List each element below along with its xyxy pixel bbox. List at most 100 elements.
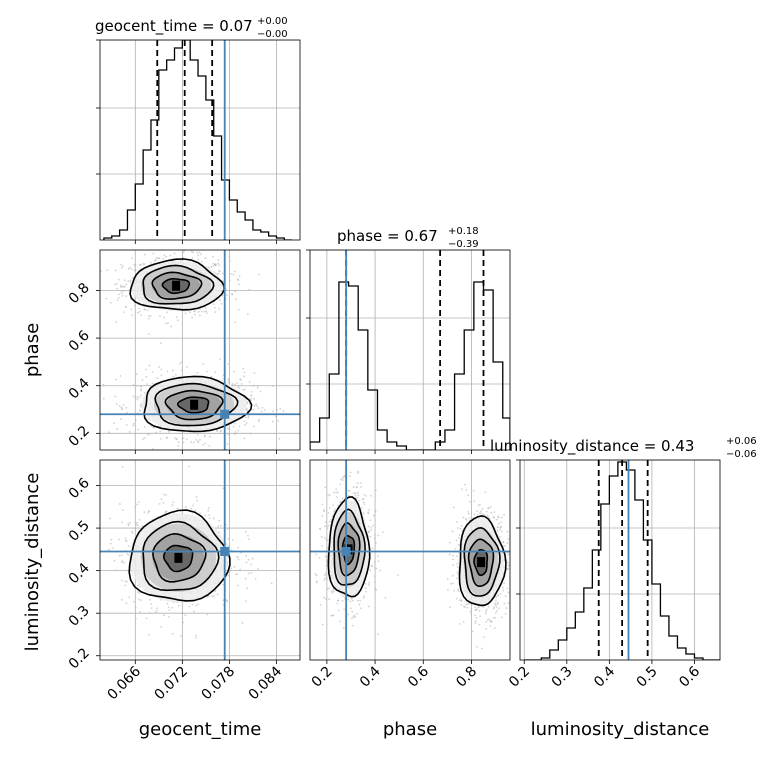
scatter-point — [453, 589, 455, 592]
scatter-point — [148, 333, 150, 336]
scatter-point — [256, 567, 259, 570]
scatter-point — [149, 612, 151, 614]
scatter-point — [214, 306, 216, 309]
scatter-point — [195, 604, 198, 607]
scatter-point — [244, 416, 247, 419]
scatter-point — [474, 620, 477, 623]
scatter-point — [240, 379, 243, 382]
scatter-point — [154, 611, 157, 614]
scatter-point — [176, 507, 179, 510]
y-tick-label: 0.2 — [66, 423, 93, 450]
scatter-point — [246, 402, 249, 405]
scatter-point — [339, 483, 342, 486]
scatter-point — [257, 420, 260, 423]
scatter-point — [184, 506, 187, 508]
x-tick-label: 0.084 — [246, 663, 286, 703]
scatter-point — [360, 607, 362, 610]
scatter-point — [204, 257, 207, 260]
scatter-point — [138, 592, 141, 594]
scatter-point — [336, 602, 339, 605]
scatter-point — [116, 298, 119, 301]
scatter-point — [159, 430, 162, 433]
scatter-point — [138, 585, 141, 588]
y-tick-label: 0.4 — [66, 375, 93, 402]
scatter-point — [134, 606, 137, 609]
scatter-point — [456, 527, 459, 529]
scatter-point — [458, 599, 461, 602]
scatter-point — [236, 573, 238, 576]
scatter-point — [129, 266, 131, 269]
scatter-point — [225, 294, 228, 296]
density-peak — [174, 552, 183, 563]
scatter-point — [163, 316, 165, 319]
scatter-point — [158, 502, 161, 505]
scatter-point — [210, 375, 213, 378]
y-tick-label: 0.6 — [66, 328, 93, 355]
scatter-point — [505, 607, 508, 610]
scatter-point — [227, 537, 230, 540]
scatter-point — [467, 512, 470, 515]
scatter-point — [485, 510, 488, 513]
scatter-point — [484, 610, 487, 613]
panel-scatter-phase-geocent_time: 0.20.40.60.8 — [66, 249, 301, 454]
scatter-point — [186, 366, 188, 368]
scatter-point — [370, 494, 373, 497]
scatter-point — [166, 602, 169, 605]
scatter-point — [321, 623, 324, 626]
scatter-point — [348, 475, 351, 478]
scatter-point — [342, 627, 345, 630]
panel-content — [100, 250, 300, 450]
scatter-point — [126, 411, 128, 414]
scatter-point — [144, 253, 146, 256]
scatter-point — [497, 601, 499, 604]
scatter-point — [196, 499, 199, 502]
scatter-point — [471, 630, 474, 633]
scatter-point — [485, 608, 488, 611]
scatter-point — [492, 616, 495, 619]
scatter-point — [207, 509, 210, 512]
scatter-point — [356, 612, 358, 615]
scatter-point — [371, 547, 374, 550]
scatter-point — [121, 285, 124, 288]
scatter-point — [137, 428, 139, 431]
scatter-point — [127, 280, 130, 283]
title-luminosity_distance-main: luminosity_distance = 0.43 — [490, 437, 694, 456]
scatter-point — [142, 438, 144, 440]
scatter-point — [481, 507, 484, 510]
scatter-point — [127, 545, 130, 548]
contour-line-1 — [142, 520, 220, 592]
scatter-point — [200, 260, 203, 263]
scatter-point — [196, 371, 199, 374]
panel-content — [310, 460, 510, 660]
scatter-point — [164, 511, 167, 514]
scatter-point — [326, 546, 329, 549]
scatter-point — [205, 310, 208, 312]
scatter-point — [134, 397, 137, 400]
y-axis-label-luminosity_distance: luminosity_distance — [22, 473, 43, 652]
scatter-point — [220, 303, 223, 305]
scatter-point — [133, 269, 136, 272]
scatter-point — [230, 273, 232, 275]
scatter-point — [469, 610, 472, 613]
scatter-point — [330, 614, 333, 617]
scatter-point — [327, 538, 330, 541]
scatter-point — [502, 541, 505, 544]
scatter-point — [507, 561, 509, 564]
scatter-point — [330, 518, 333, 521]
scatter-point — [452, 582, 454, 585]
scatter-point — [94, 534, 96, 536]
scatter-point — [160, 626, 163, 628]
scatter-point — [225, 543, 228, 546]
scatter-point — [208, 445, 211, 447]
scatter-point — [484, 491, 487, 494]
scatter-point — [174, 436, 176, 439]
scatter-point — [227, 381, 230, 383]
scatter-point — [504, 595, 507, 597]
scatter-point — [375, 567, 378, 570]
scatter-point — [324, 572, 327, 575]
contour-line-0 — [327, 495, 371, 598]
scatter-point — [207, 507, 210, 509]
scatter-point — [354, 494, 357, 497]
title-geocent_time-minus: −0.00 — [257, 29, 288, 40]
scatter-point — [374, 542, 377, 544]
